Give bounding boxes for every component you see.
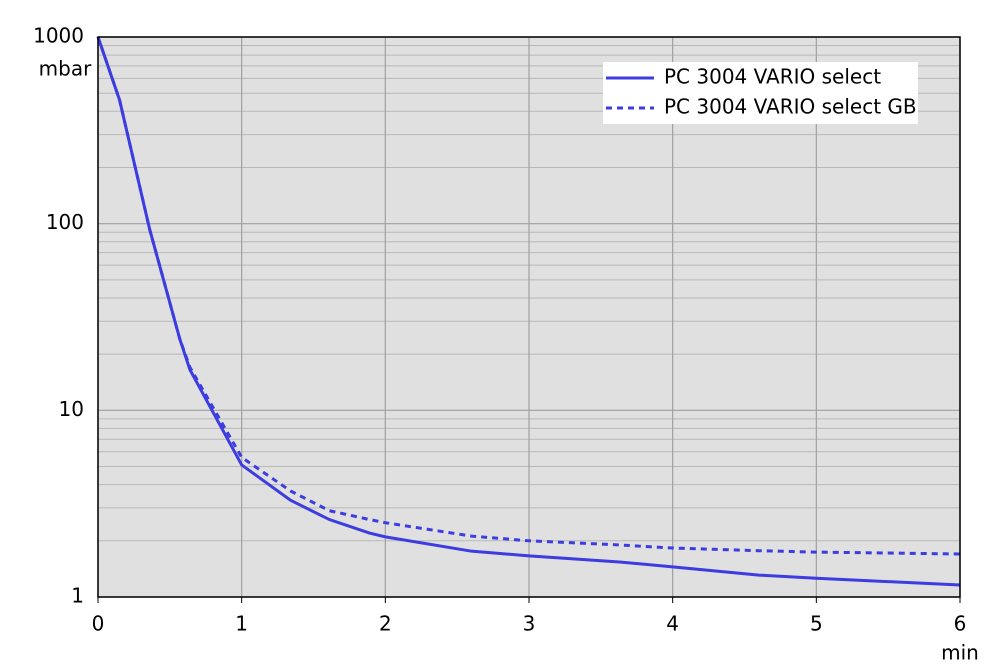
x-tick-label: 5 [810,612,823,636]
x-tick-label: 3 [523,612,536,636]
x-axis-label: min [941,641,979,665]
x-tick-label: 0 [92,612,105,636]
y-axis-label: mbar [39,57,92,81]
legend-box [603,62,918,124]
legend-label: PC 3004 VARIO select [664,65,881,89]
series-line [96,36,961,556]
x-tick-label: 4 [666,612,679,636]
y-tick-label: 1 [71,584,84,608]
y-tick-label: 1000 [33,24,84,48]
legend: PC 3004 VARIO select PC 3004 VARIO select… [606,65,917,119]
x-tick-label: 6 [954,612,967,636]
y-tick-label: 10 [59,397,84,421]
legend-label: PC 3004 VARIO select GB [664,95,917,119]
x-tick-label: 1 [235,612,248,636]
x-tick-label: 2 [379,612,392,636]
lines [96,36,961,587]
y-tick-label: 100 [46,210,84,234]
